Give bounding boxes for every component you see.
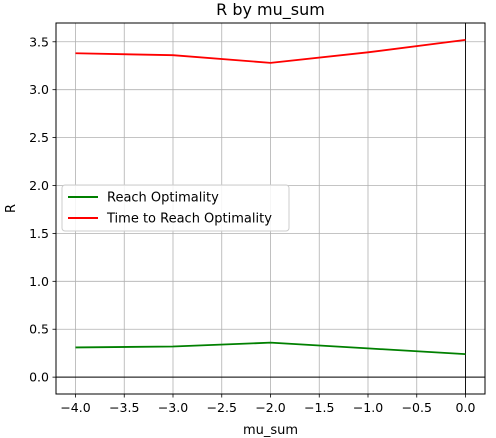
- x-tick-label: −2.0: [255, 400, 285, 415]
- x-axis-ticks: −4.0 −3.5 −3.0 −2.5 −2.0 −1.5 −1.0 −0.5 0.0: [60, 394, 475, 415]
- x-tick-label: −2.5: [207, 400, 237, 415]
- y-tick-label: 2.5: [29, 130, 49, 145]
- y-tick-label: 0.5: [29, 322, 49, 337]
- x-tick-label: 0.0: [456, 400, 476, 415]
- x-tick-label: −4.0: [60, 400, 90, 415]
- x-tick-label: −0.5: [402, 400, 432, 415]
- zero-lines: [56, 23, 485, 394]
- y-axis-ticks: 0.0 0.5 1.0 1.5 2.0 2.5 3.0 3.5: [29, 34, 56, 385]
- y-tick-label: 1.5: [29, 226, 49, 241]
- series-lines: [75, 38, 466, 356]
- y-tick-label: 3.0: [29, 82, 49, 97]
- y-tick-label: 3.5: [29, 34, 49, 49]
- legend: Reach Optimality Time to Reach Optimalit…: [61, 184, 290, 232]
- series-line-time-to-reach-optimality: [75, 38, 466, 64]
- y-tick-label: 2.0: [29, 178, 49, 193]
- x-tick-label: −1.0: [353, 400, 383, 415]
- x-tick-label: −1.5: [304, 400, 334, 415]
- x-tick-label: −3.5: [109, 400, 139, 415]
- legend-label-time-to-reach-optimality: Time to Reach Optimality: [106, 212, 272, 227]
- y-axis-label: R: [4, 204, 19, 213]
- chart-title: R by mu_sum: [216, 0, 325, 20]
- x-axis-label: mu_sum: [243, 423, 298, 438]
- legend-label-reach-optimality: Reach Optimality: [107, 191, 219, 206]
- x-tick-label: −3.0: [158, 400, 188, 415]
- y-tick-label: 0.0: [29, 370, 49, 385]
- y-tick-label: 1.0: [29, 274, 49, 289]
- series-line-reach-optimality: [75, 341, 466, 356]
- legend-box: [61, 184, 290, 232]
